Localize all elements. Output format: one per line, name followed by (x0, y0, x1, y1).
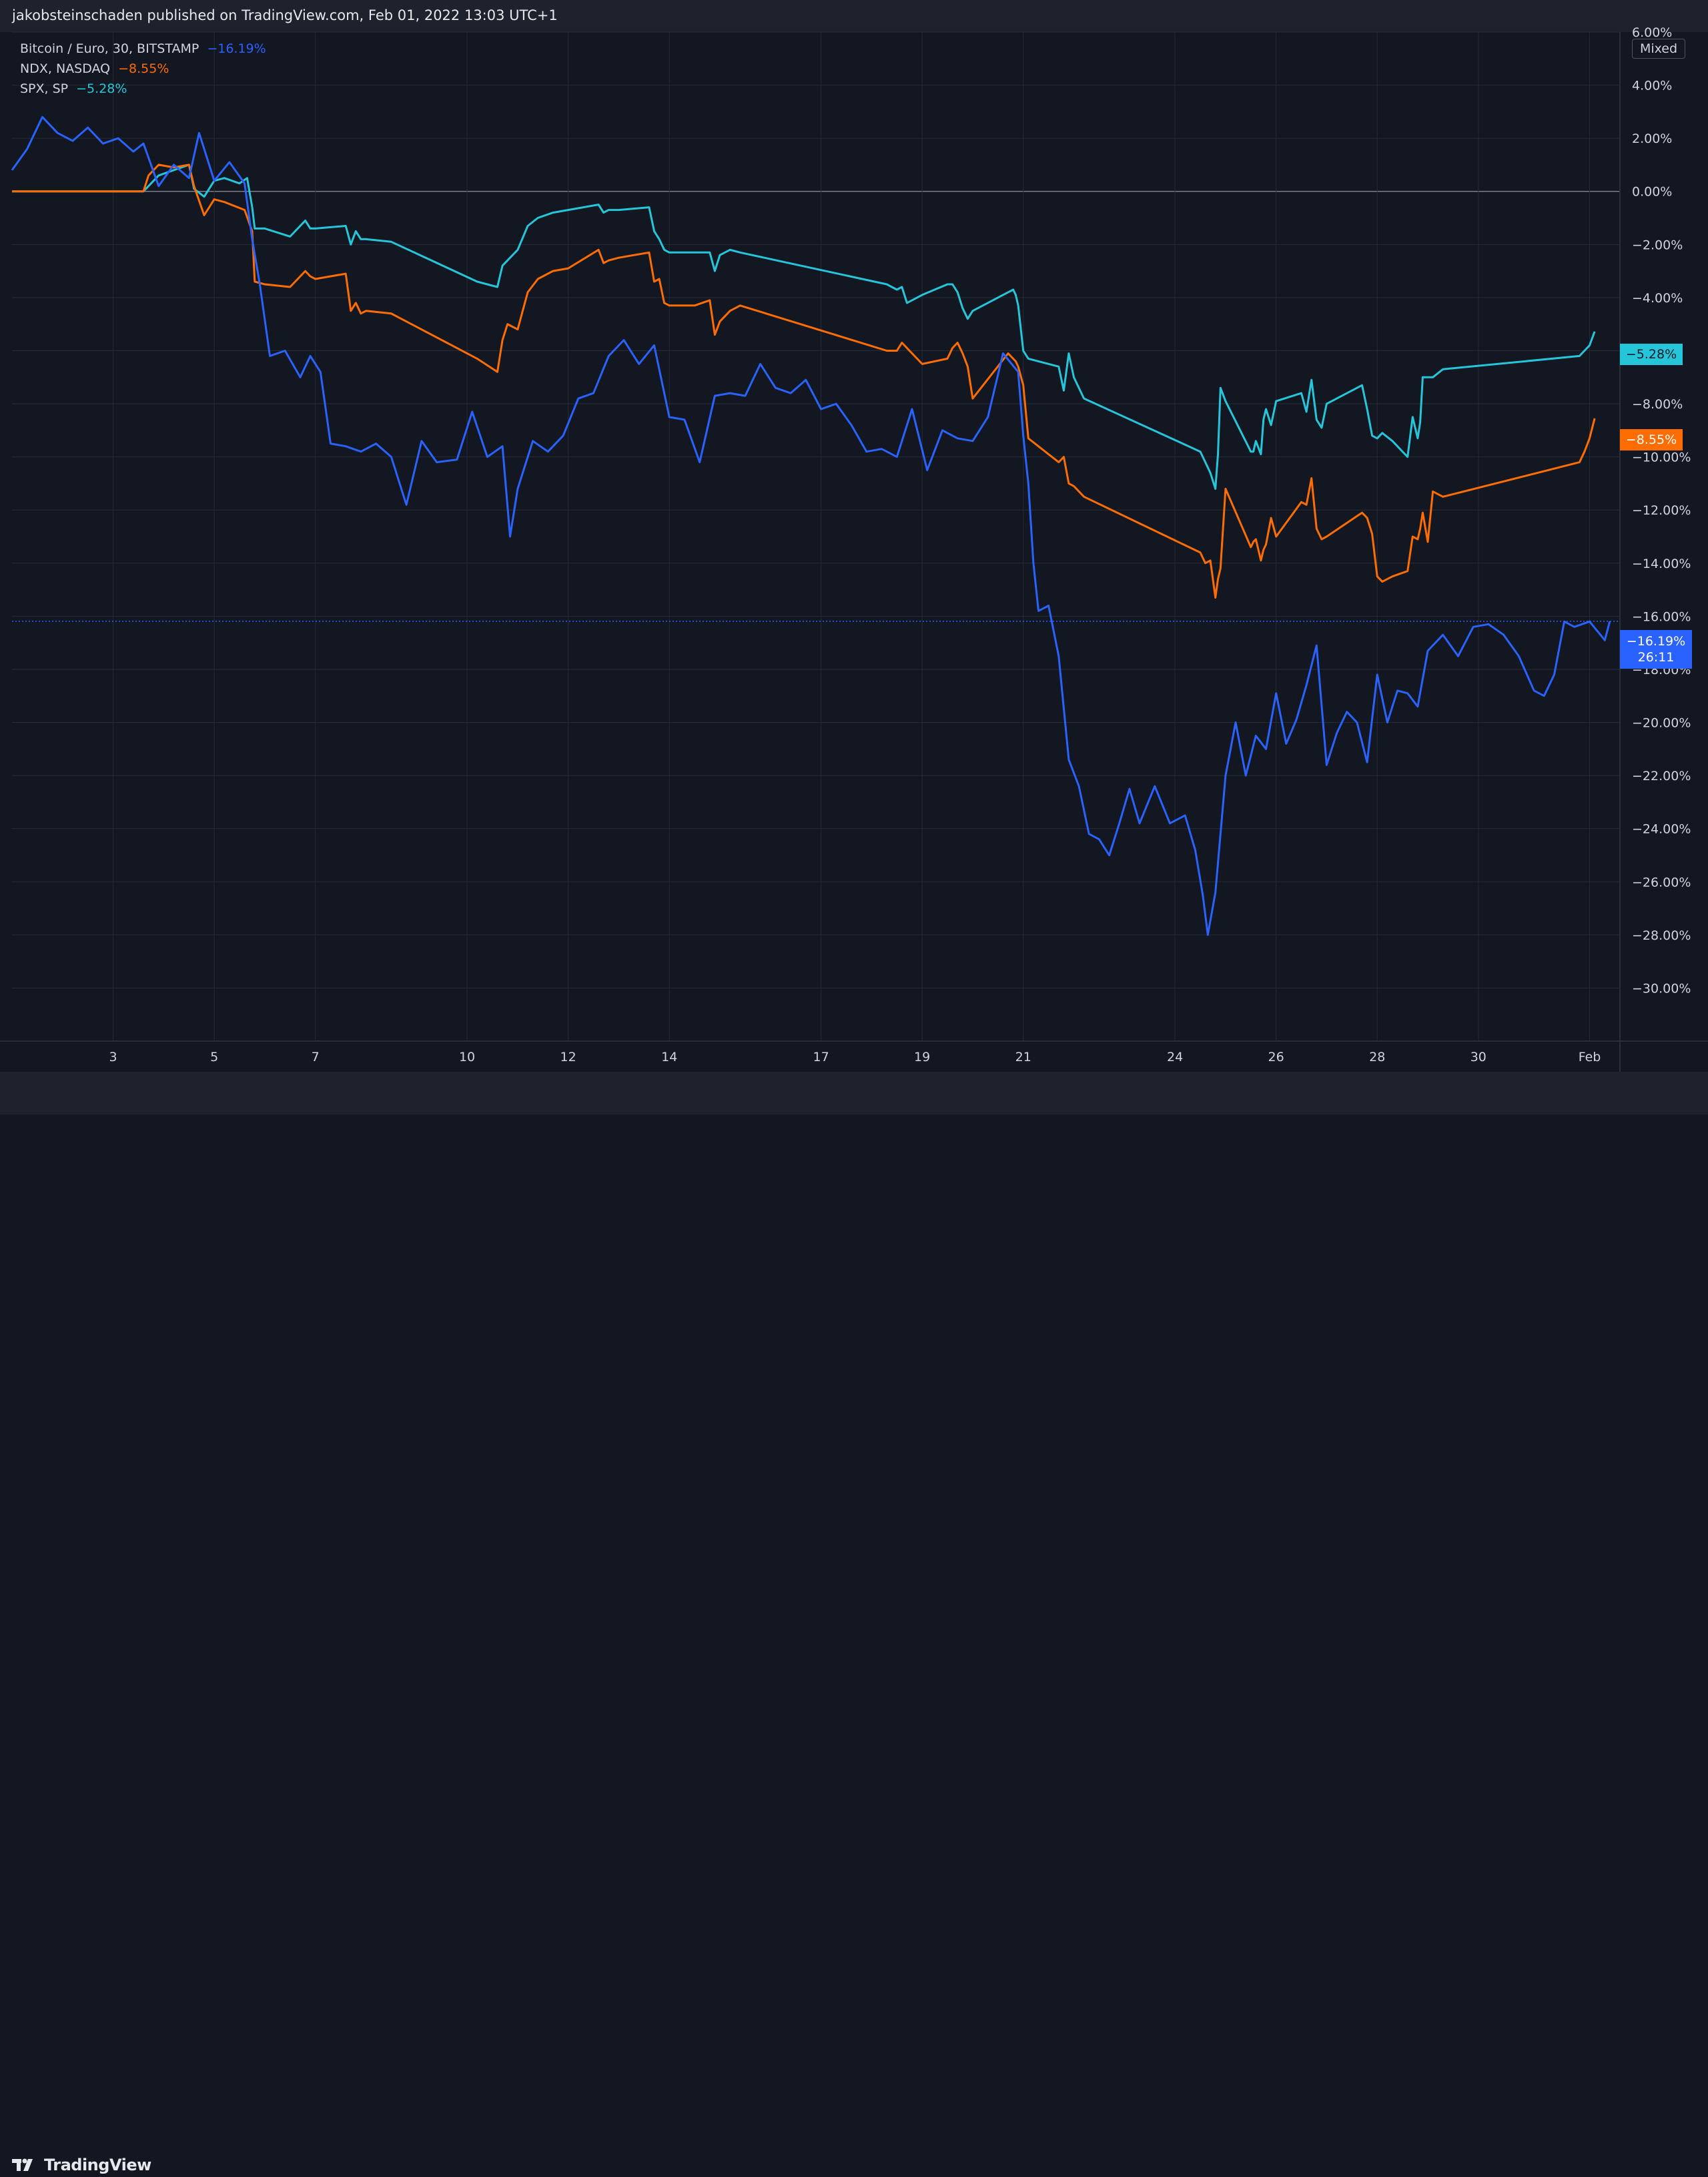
y-tick-label: −22.00% (1632, 769, 1691, 784)
y-tick-label: 6.00% (1632, 25, 1672, 40)
btc-last-price-tag: −16.19% 26:11 (1620, 630, 1692, 669)
x-tick-label: 24 (1167, 1050, 1183, 1064)
y-tick-label: −30.00% (1632, 981, 1691, 996)
x-tick-label: 5 (210, 1050, 218, 1064)
y-tick-label: −10.00% (1632, 450, 1691, 465)
btc-line (11, 115, 1611, 936)
y-tick-label: 0.00% (1632, 185, 1672, 200)
x-tick-label: 10 (459, 1050, 475, 1064)
y-tick-label: −24.00% (1632, 822, 1691, 837)
legend-name-btc: Bitcoin / Euro, 30, BITSTAMP (20, 41, 199, 56)
plot-area (12, 32, 1620, 1041)
scale-mode-button[interactable]: Mixed (1632, 39, 1685, 59)
tradingview-logo-icon (12, 2158, 33, 2171)
grid-layer (12, 31, 1620, 1041)
tradingview-logo[interactable]: TradingView (12, 2153, 151, 2177)
legend-item-btc[interactable]: Bitcoin / Euro, 30, BITSTAMP −16.19% (20, 41, 266, 56)
y-tick-label: −16.00% (1632, 609, 1691, 624)
x-tick-label: 3 (109, 1050, 117, 1064)
chart-canvas[interactable]: 6.00%4.00%2.00%0.00%−2.00%−4.00%−6.00%−8… (0, 0, 1708, 1072)
ndx-line (12, 164, 1596, 599)
x-tick-label: 26 (1268, 1050, 1284, 1064)
btc-last-price-value: −16.19% (1626, 634, 1686, 649)
x-tick-label: 7 (312, 1050, 320, 1064)
legend-value-spx: −5.28% (76, 81, 127, 96)
y-tick-label: −12.00% (1632, 503, 1691, 518)
y-tick-label: −2.00% (1632, 238, 1683, 252)
x-tick-label: 17 (813, 1050, 829, 1064)
spx-last-price-tag: −5.28% (1620, 344, 1683, 365)
spx-line (12, 164, 1596, 490)
x-tick-label: 14 (661, 1050, 677, 1064)
x-tick-label: 30 (1470, 1050, 1486, 1064)
y-tick-label: −8.00% (1632, 397, 1683, 412)
legend-item-ndx[interactable]: NDX, NASDAQ −8.55% (20, 61, 169, 76)
footer-bar: TradingView (0, 1072, 1708, 2174)
ndx-last-price-tag: −8.55% (1620, 429, 1683, 450)
y-tick-label: −20.00% (1632, 716, 1691, 731)
y-tick-label: 2.00% (1632, 131, 1672, 146)
legend-item-spx[interactable]: SPX, SP −5.28% (20, 81, 127, 96)
publish-header-bar: jakobsteinschaden published on TradingVi… (0, 0, 1708, 32)
y-tick-label: 4.00% (1632, 79, 1672, 93)
legend-name-spx: SPX, SP (20, 81, 69, 96)
legend-value-ndx: −8.55% (118, 61, 169, 76)
publish-info-text: jakobsteinschaden published on TradingVi… (12, 7, 558, 23)
y-tick-label: −4.00% (1632, 291, 1683, 306)
y-tick-label: −28.00% (1632, 928, 1691, 943)
x-tick-label: 28 (1369, 1050, 1385, 1064)
bar-countdown: 26:11 (1637, 650, 1675, 665)
y-tick-label: −26.00% (1632, 875, 1691, 890)
series-layer (11, 115, 1620, 936)
legend-name-ndx: NDX, NASDAQ (20, 61, 111, 76)
x-tick-label: Feb (1579, 1050, 1601, 1064)
y-tick-label: −14.00% (1632, 557, 1691, 571)
x-tick-label: 19 (914, 1050, 930, 1064)
legend-value-btc: −16.19% (207, 41, 266, 56)
tradingview-brand-text: TradingView (44, 2156, 151, 2174)
x-tick-label: 12 (560, 1050, 576, 1064)
x-tick-label: 21 (1015, 1050, 1031, 1064)
